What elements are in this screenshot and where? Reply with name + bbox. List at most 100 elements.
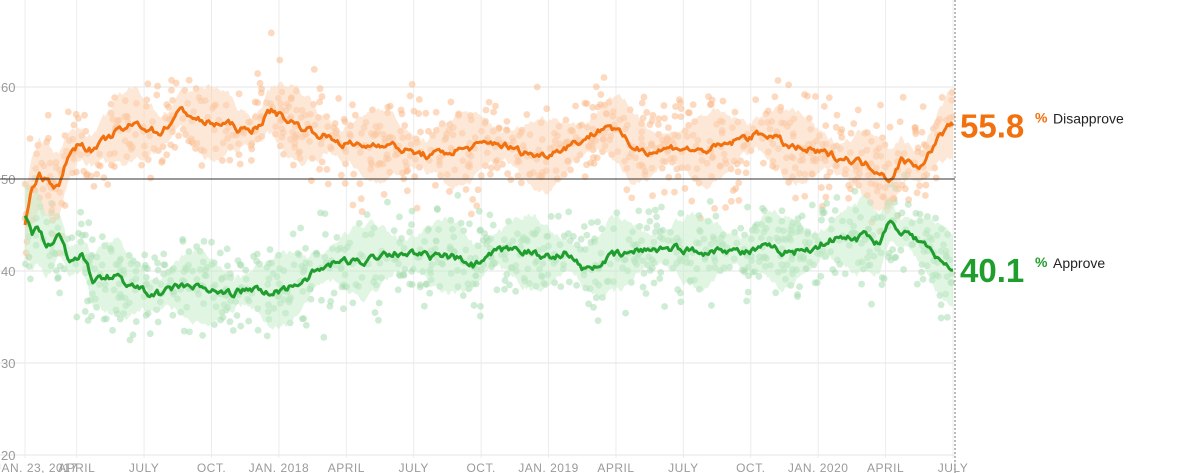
approve-poll-dot bbox=[557, 283, 565, 291]
disapprove-poll-dot bbox=[70, 121, 78, 129]
approve-poll-dot bbox=[408, 207, 416, 215]
approve-poll-dot bbox=[146, 330, 154, 338]
disapprove-poll-dot bbox=[138, 161, 145, 169]
disapprove-poll-dot bbox=[492, 158, 500, 166]
disapprove-poll-dot bbox=[165, 103, 173, 111]
disapprove-poll-dot bbox=[316, 165, 323, 173]
disapprove-poll-dot bbox=[735, 179, 743, 187]
approve-poll-dot bbox=[320, 333, 328, 341]
disapprove-poll-dot bbox=[922, 181, 930, 189]
disapprove-poll-dot bbox=[445, 188, 453, 195]
approve-poll-dot bbox=[622, 309, 629, 317]
approve-poll-dot bbox=[737, 224, 745, 232]
disapprove-poll-dot bbox=[349, 201, 357, 209]
disapprove-poll-dot bbox=[727, 197, 735, 205]
approve-poll-dot bbox=[892, 253, 900, 261]
disapprove-poll-dot bbox=[649, 111, 657, 119]
disapprove-poll-dot bbox=[572, 102, 579, 110]
approve-poll-dot bbox=[493, 286, 501, 294]
approve-poll-dot bbox=[712, 212, 720, 220]
disapprove-poll-dot bbox=[316, 98, 323, 106]
approve-poll-dot bbox=[116, 315, 124, 323]
disapprove-poll-dot bbox=[847, 129, 855, 137]
disapprove-uncertainty-band bbox=[25, 81, 953, 251]
disapprove-poll-dot bbox=[732, 185, 740, 192]
approve-poll-dot bbox=[828, 216, 835, 224]
disapprove-poll-dot bbox=[74, 114, 82, 122]
approve-poll-dot bbox=[831, 207, 839, 214]
approve-poll-dot bbox=[302, 244, 309, 252]
approve-poll-dot bbox=[658, 203, 665, 211]
disapprove-poll-dot bbox=[833, 111, 841, 119]
disapprove-poll-dot bbox=[44, 111, 52, 119]
disapprove-poll-dot bbox=[587, 159, 595, 167]
approve-poll-dot bbox=[755, 273, 763, 280]
disapprove-poll-dot bbox=[938, 94, 946, 101]
approve-poll-dot bbox=[878, 281, 886, 288]
disapprove-poll-dot bbox=[886, 123, 894, 131]
approve-poll-dot bbox=[77, 220, 85, 228]
disapprove-poll-dot bbox=[175, 132, 183, 140]
approve-latest-value: 40.1 bbox=[960, 252, 1024, 289]
approve-poll-dot bbox=[54, 273, 62, 281]
disapprove-poll-dot bbox=[417, 128, 424, 136]
approve-poll-dot bbox=[84, 317, 92, 324]
approve-poll-dot bbox=[880, 275, 888, 283]
disapprove-poll-dot bbox=[251, 98, 259, 106]
disapprove-poll-dot bbox=[899, 93, 907, 101]
disapprove-poll-dot bbox=[918, 128, 926, 136]
approve-poll-dot bbox=[744, 288, 752, 296]
approve-poll-dot bbox=[396, 213, 403, 221]
disapprove-poll-dot bbox=[643, 109, 651, 116]
x-tick-label: OCT. bbox=[736, 461, 765, 473]
disapprove-poll-dot bbox=[719, 97, 727, 105]
disapprove-poll-dot bbox=[406, 92, 414, 100]
approve-poll-dot bbox=[73, 313, 81, 321]
approve-poll-dot bbox=[577, 235, 585, 243]
approve-poll-dot bbox=[645, 208, 653, 216]
disapprove-poll-dot bbox=[356, 180, 364, 188]
disapprove-poll-dot bbox=[447, 98, 455, 106]
approve-poll-dot bbox=[77, 208, 85, 216]
disapprove-poll-dot bbox=[398, 110, 406, 118]
approve-percent-sign: % bbox=[1035, 254, 1048, 270]
disapprove-poll-dot bbox=[760, 159, 767, 167]
y-tick-label: 30 bbox=[1, 356, 15, 371]
approve-poll-dot bbox=[236, 261, 244, 268]
approve-poll-dot bbox=[796, 283, 803, 291]
approve-poll-dot bbox=[808, 201, 816, 209]
approve-poll-dot bbox=[489, 221, 497, 229]
disapprove-poll-dot bbox=[163, 151, 171, 159]
approve-poll-dot bbox=[408, 221, 415, 228]
approve-series-name: Approve bbox=[1053, 255, 1105, 271]
approve-poll-dot bbox=[199, 331, 207, 339]
approve-poll-dot bbox=[889, 246, 897, 253]
approve-poll-dot bbox=[918, 268, 925, 276]
disapprove-poll-dot bbox=[104, 181, 112, 188]
disapprove-poll-dot bbox=[688, 197, 696, 205]
disapprove-poll-dot bbox=[432, 108, 440, 116]
disapprove-poll-dot bbox=[589, 103, 597, 111]
disapprove-poll-dot bbox=[822, 122, 830, 130]
disapprove-latest-value: 55.8 bbox=[960, 108, 1024, 145]
approve-poll-dot bbox=[851, 187, 859, 195]
approve-poll-dot bbox=[330, 289, 338, 297]
x-tick-label: JAN. 23, 2017 bbox=[0, 461, 78, 473]
approve-poll-dot bbox=[371, 309, 379, 316]
approve-poll-dot bbox=[226, 318, 234, 326]
approve-poll-dot bbox=[481, 230, 488, 237]
approve-poll-dot bbox=[180, 327, 188, 335]
disapprove-poll-dot bbox=[341, 118, 349, 126]
disapprove-poll-dot bbox=[711, 205, 718, 212]
x-tick-label: APRIL bbox=[597, 461, 634, 473]
approve-poll-dot bbox=[126, 336, 134, 344]
disapprove-poll-dot bbox=[331, 120, 339, 127]
disapprove-poll-dot bbox=[661, 188, 668, 196]
approve-poll-dot bbox=[141, 251, 149, 259]
approve-poll-dot bbox=[555, 212, 562, 220]
disapprove-poll-dot bbox=[672, 103, 679, 110]
disapprove-poll-dot bbox=[26, 135, 34, 143]
disapprove-poll-dot bbox=[583, 100, 591, 107]
approve-poll-dot bbox=[743, 297, 751, 305]
x-tick-label: JULY bbox=[129, 461, 159, 473]
